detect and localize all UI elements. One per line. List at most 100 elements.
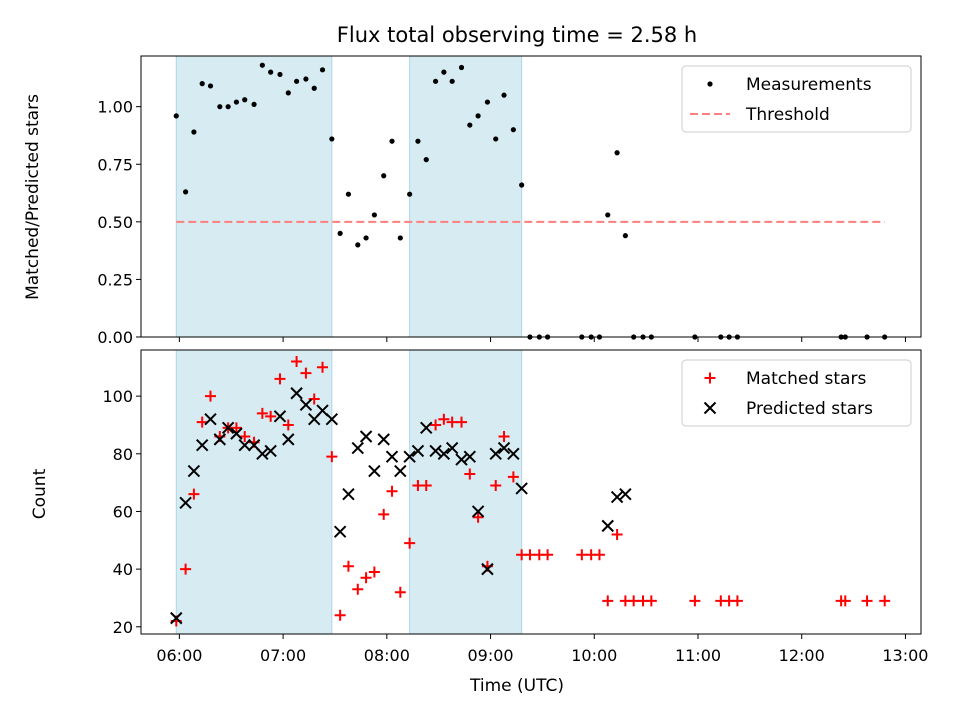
predicted-star-point	[497, 441, 511, 455]
matched-star-point	[326, 451, 338, 463]
matched-star-point	[524, 549, 536, 561]
legend-label: Measurements	[746, 75, 872, 95]
measurement-point	[319, 67, 326, 73]
matched-star-point	[542, 549, 554, 561]
matched-star-point	[507, 471, 519, 483]
matched-star-point	[256, 407, 268, 419]
matched-star-point	[731, 595, 743, 607]
bottom-axes-frame	[140, 349, 922, 635]
measurement-point	[622, 233, 628, 239]
measurement-point	[407, 191, 413, 197]
predicted-star-point	[403, 450, 416, 463]
matched-star-point	[188, 488, 200, 500]
measurement-point	[432, 78, 439, 84]
predicted-star-point	[221, 421, 235, 435]
observing-interval-shade	[175, 349, 333, 635]
matched-star-point	[317, 361, 329, 373]
observing-shades	[175, 349, 523, 635]
legend-dot-icon	[707, 81, 713, 87]
predicted-star-point	[299, 398, 313, 411]
measurement-point	[371, 212, 377, 218]
observing-interval-shade	[175, 55, 333, 338]
x-ticks: 06:00 07:00 08:00 09:00 10:00 11:00 12:00 13:00	[156, 634, 928, 665]
measurement-point	[199, 81, 205, 87]
x-tick-label: 09:00	[467, 646, 513, 665]
predicted-star-point	[471, 505, 485, 518]
predicted-star-point	[170, 611, 183, 625]
legend-box	[681, 65, 912, 133]
matched-star-point	[456, 416, 468, 428]
predicted-star-point	[213, 433, 227, 446]
y-tick-label: 40	[113, 560, 133, 579]
y-tick-label: 80	[113, 445, 133, 464]
predicted-star-point	[619, 487, 632, 501]
measurement-point	[475, 113, 481, 119]
matched-star-point	[196, 416, 208, 428]
measurement-point	[355, 242, 361, 248]
predicted-star-point	[368, 464, 381, 478]
matched-star-point	[230, 422, 242, 434]
predicted-star-point	[455, 453, 468, 466]
measurement-point	[423, 157, 429, 163]
y-tick-label: 0.25	[97, 270, 133, 289]
measurement-point	[510, 127, 516, 133]
matched-star-point	[386, 485, 398, 497]
top-legend: Measurements Threshold	[681, 65, 912, 133]
matched-star-point	[265, 410, 277, 422]
top-axes-frame	[140, 55, 922, 338]
predicted-star-point	[282, 433, 295, 446]
y-tick-label: 100	[102, 387, 133, 406]
measurement-point	[397, 235, 403, 241]
measurement-point	[605, 212, 611, 218]
measurement-point	[381, 173, 387, 179]
measurement-point	[225, 104, 231, 110]
top-y-axis-label: Matched/Predicted stars	[23, 94, 43, 300]
matched-star-point	[291, 356, 303, 368]
measurement-point	[303, 76, 309, 82]
predicted-star-point	[515, 482, 528, 495]
y-ticks: 0.00 0.25 0.50 0.75 1.00	[97, 98, 141, 347]
measurement-point	[191, 129, 197, 135]
matched-star-point	[628, 595, 640, 607]
predicted-star-point	[411, 444, 425, 458]
matched-star-point	[839, 595, 851, 607]
measurement-point	[217, 104, 223, 110]
predicted-star-point	[256, 447, 269, 461]
measurement-point	[493, 136, 499, 142]
measurement-point	[614, 150, 620, 156]
measurement-point	[207, 83, 214, 89]
predicted-star-point	[342, 487, 355, 501]
measurement-point	[458, 64, 465, 71]
measurement-point	[484, 99, 491, 105]
predicted-star-point	[437, 447, 451, 461]
predicted-star-point	[610, 490, 624, 504]
matched-star-point	[360, 572, 372, 584]
y-tick-label: 1.00	[97, 98, 133, 117]
legend-label: Matched stars	[746, 369, 866, 389]
matched-star-point	[420, 480, 432, 492]
measurement-point	[441, 69, 447, 75]
matched-star-point	[602, 595, 614, 607]
matched-star-point	[498, 430, 510, 442]
measurement-point	[293, 78, 300, 84]
predicted-star-point	[359, 430, 373, 443]
measurement-point	[501, 92, 507, 98]
predicted-star-point	[385, 450, 399, 463]
x-tick-label: 08:00	[364, 646, 410, 665]
x-tick-label: 12:00	[779, 646, 825, 665]
measurement-point	[337, 230, 343, 236]
bottom-y-axis-label: Count	[30, 468, 50, 519]
matched-star-point	[378, 508, 390, 520]
measurement-point	[173, 113, 179, 119]
matched-star-point	[404, 537, 416, 549]
matched-star-point	[368, 566, 380, 578]
x-tick-label: 10:00	[571, 646, 617, 665]
predicted-star-point	[489, 447, 502, 461]
x-axis-label: Time (UTC)	[469, 676, 564, 696]
measurement-point	[345, 191, 352, 197]
legend-cross-icon	[703, 401, 717, 415]
matched-star-point	[282, 419, 294, 431]
x-tick-label: 13:00	[882, 646, 928, 665]
measurement-point	[259, 62, 265, 68]
